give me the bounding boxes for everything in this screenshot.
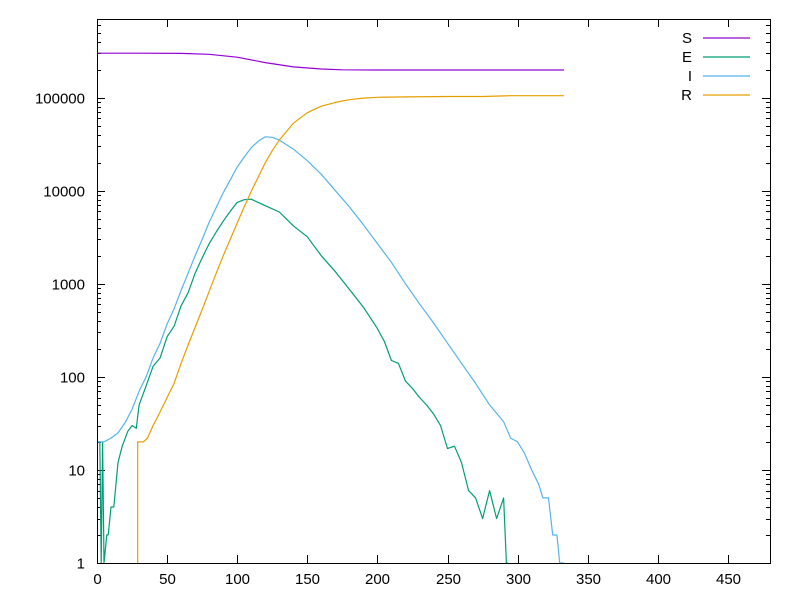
legend-label-s: S [682, 30, 692, 47]
series-line-i [97, 136, 564, 564]
x-tick-label: 450 [716, 571, 741, 588]
x-tick-label: 300 [506, 571, 531, 588]
y-tick-label: 100 [60, 370, 85, 387]
legend-label-r: R [681, 87, 692, 104]
x-tick-label: 150 [295, 571, 320, 588]
x-tick-label: 50 [159, 571, 176, 588]
legend-label-e: E [682, 49, 692, 66]
legend-label-i: I [688, 68, 692, 85]
x-tick-label: 100 [225, 571, 250, 588]
y-tick-label: 10 [68, 463, 85, 480]
axis-ticks: 0 50 100 150 200 250 300 350 400 450 1 10 100 1000 100… [35, 19, 770, 588]
y-tick-label: 10000 [43, 184, 85, 201]
y-tick-label: 1000 [52, 277, 85, 294]
series-lines [97, 52, 564, 564]
y-tick-label: 100000 [35, 91, 85, 108]
plot-frame [97, 19, 771, 564]
series-line-s [97, 52, 564, 71]
x-tick-label: 250 [436, 571, 461, 588]
x-tick-label: 0 [93, 571, 101, 588]
x-tick-label: 350 [576, 571, 601, 588]
y-tick-label: 1 [77, 556, 85, 573]
x-tick-label: 400 [646, 571, 671, 588]
series-line-e [97, 198, 508, 564]
series-line-r [137, 95, 564, 563]
x-tick-label: 200 [365, 571, 390, 588]
